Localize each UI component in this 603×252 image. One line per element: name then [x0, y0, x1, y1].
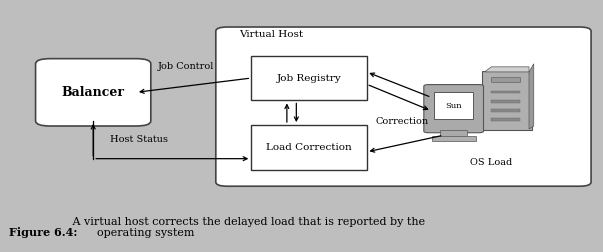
Bar — [491, 77, 520, 82]
FancyBboxPatch shape — [424, 85, 484, 133]
Text: Job Control: Job Control — [158, 62, 215, 71]
Text: Host Status: Host Status — [110, 135, 168, 144]
Bar — [491, 118, 520, 121]
Text: OS Load: OS Load — [470, 158, 512, 167]
Text: Load Correction: Load Correction — [266, 143, 352, 152]
Bar — [432, 136, 476, 141]
FancyBboxPatch shape — [251, 125, 367, 170]
Text: Balancer: Balancer — [62, 86, 125, 99]
Bar — [491, 100, 520, 103]
Polygon shape — [529, 64, 534, 129]
Text: Figure 6.4:: Figure 6.4: — [9, 227, 77, 238]
Bar — [434, 92, 473, 119]
Polygon shape — [485, 67, 529, 72]
Bar — [440, 130, 467, 137]
FancyBboxPatch shape — [251, 56, 367, 101]
FancyBboxPatch shape — [36, 59, 151, 126]
Text: Correction: Correction — [375, 117, 429, 127]
Bar — [491, 91, 520, 93]
FancyBboxPatch shape — [482, 71, 532, 130]
Bar — [491, 109, 520, 112]
Text: Virtual Host: Virtual Host — [239, 30, 303, 39]
FancyBboxPatch shape — [216, 27, 591, 186]
Text: Job Registry: Job Registry — [277, 74, 341, 83]
Text: Sun: Sun — [446, 102, 462, 110]
Text: A virtual host corrects the delayed load that is reported by the
        operati: A virtual host corrects the delayed load… — [69, 216, 426, 238]
